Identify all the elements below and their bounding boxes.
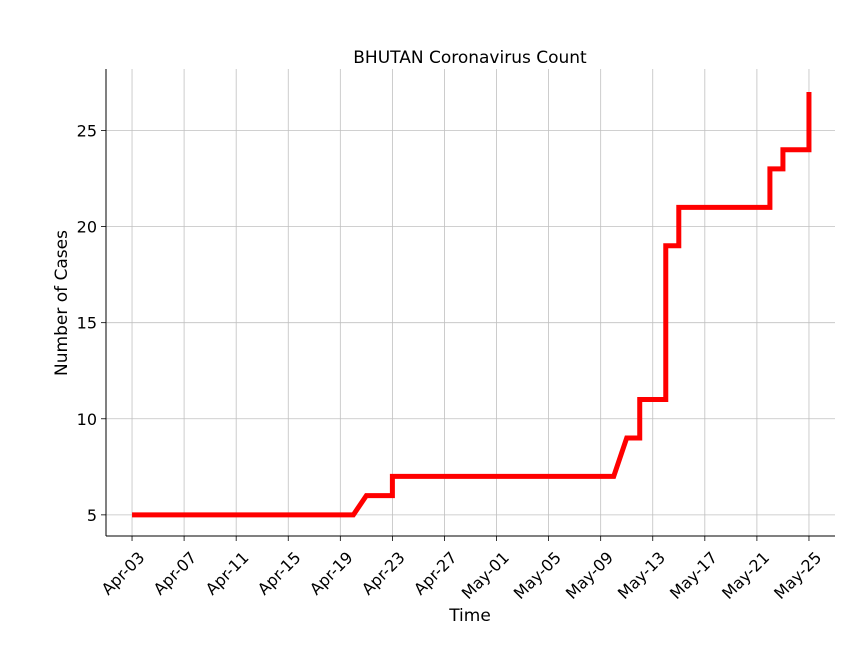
y-tick-label: 10 <box>77 410 97 429</box>
series-layer <box>132 92 812 518</box>
y-tick-label: 5 <box>87 506 97 525</box>
y-axis-title: Number of Cases <box>52 230 72 376</box>
series-line <box>132 92 812 518</box>
y-tick-label: 15 <box>77 314 97 333</box>
chart-title: BHUTAN Coronavirus Count <box>353 48 587 68</box>
y-axis-ticks: 5 10 15 20 25 <box>77 121 106 525</box>
y-tick-label: 20 <box>77 218 97 237</box>
grid <box>106 69 835 536</box>
y-tick-label: 25 <box>77 121 97 140</box>
axes <box>105 69 835 537</box>
x-axis-title: Time <box>448 606 491 626</box>
